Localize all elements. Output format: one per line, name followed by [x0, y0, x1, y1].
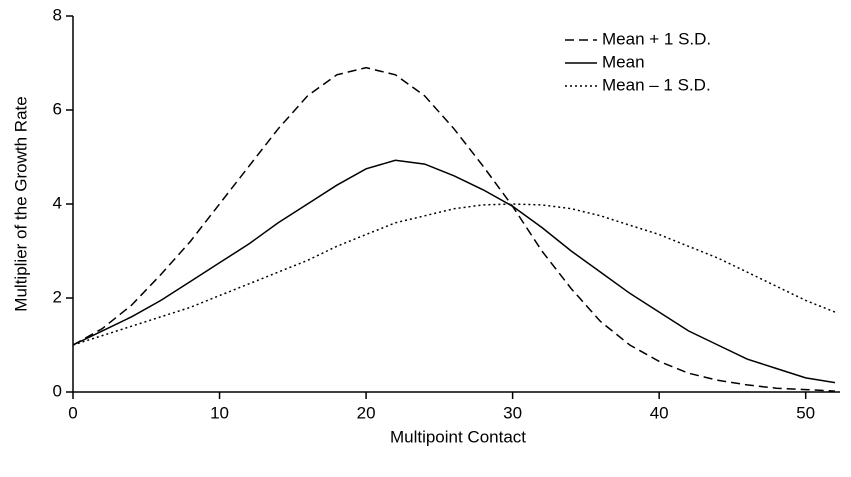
x-axis-label: Multipoint Contact: [390, 427, 526, 446]
legend-label: Mean – 1 S.D.: [602, 75, 711, 94]
x-tick-label: 20: [357, 403, 376, 422]
legend-label: Mean + 1 S.D.: [602, 29, 711, 48]
y-tick-label: 8: [53, 5, 62, 24]
legend-label: Mean: [602, 52, 645, 71]
x-tick-label: 30: [503, 403, 522, 422]
series-line: [72, 66, 836, 392]
y-tick-label: 6: [53, 99, 62, 118]
x-tick-label: 10: [210, 403, 229, 422]
y-axis-label: Multiplier of the Growth Rate: [11, 96, 30, 311]
y-tick-label: 2: [53, 287, 62, 306]
y-tick-label: 0: [53, 381, 62, 400]
x-tick-label: 50: [796, 403, 815, 422]
series-line: [72, 159, 836, 384]
series-line: [72, 203, 836, 346]
x-tick-label: 0: [68, 403, 77, 422]
x-tick-label: 40: [650, 403, 669, 422]
y-tick-label: 4: [53, 193, 62, 212]
